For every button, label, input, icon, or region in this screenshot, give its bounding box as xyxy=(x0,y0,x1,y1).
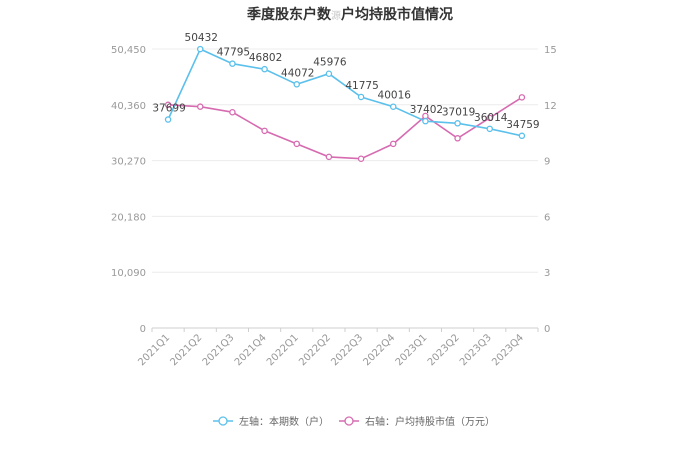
right-axis-tick-label: 0 xyxy=(544,324,550,335)
left-axis-tick-label: 10,090 xyxy=(111,268,146,279)
data-point-right xyxy=(518,94,526,101)
data-point-left xyxy=(486,125,493,133)
x-axis-tick-label: 2021Q3 xyxy=(201,332,237,368)
x-axis-tick-label: 2023Q3 xyxy=(458,332,494,368)
left-axis-tick-label: 30,270 xyxy=(111,157,146,168)
legend-label-left: 左轴：本期数（户） xyxy=(239,415,329,428)
data-point-right xyxy=(196,103,204,110)
data-point-left xyxy=(325,70,333,77)
right-axis-tick-label: 6 xyxy=(544,212,550,223)
data-point-right xyxy=(389,140,397,148)
title-text-1: 季度股东户数 xyxy=(247,7,331,23)
data-point-right xyxy=(325,153,333,161)
x-axis-tick-label: 2023Q2 xyxy=(426,332,462,368)
data-label: 45976 xyxy=(313,57,347,69)
data-point-left xyxy=(518,132,526,140)
data-label: 34759 xyxy=(506,119,539,131)
right-axis-tick-label: 12 xyxy=(544,101,557,112)
data-point-right xyxy=(293,140,300,148)
left-axis-tick-label: 20,180 xyxy=(111,212,146,223)
data-label: 46802 xyxy=(249,52,282,64)
x-axis-tick-label: 2022Q3 xyxy=(329,332,365,368)
data-label: 50432 xyxy=(185,32,218,44)
legend-marker-left xyxy=(218,416,228,426)
x-axis-tick-label: 2021Q1 xyxy=(136,332,172,368)
series-line-left xyxy=(167,48,523,137)
data-point-right xyxy=(229,108,236,116)
right-axis-tick-label: 3 xyxy=(544,268,550,279)
data-label: 36014 xyxy=(474,112,508,124)
x-axis-tick-label: 2022Q2 xyxy=(297,332,333,368)
data-point-left xyxy=(293,81,300,88)
data-label: 37402 xyxy=(410,104,443,116)
data-point-left xyxy=(454,120,461,127)
data-label: 44072 xyxy=(281,67,314,79)
data-point-left xyxy=(196,45,204,53)
left-axis-tick-label: 0 xyxy=(140,324,146,335)
legend-label-right: 右轴：户均持股市值（万元） xyxy=(365,415,495,428)
data-point-right xyxy=(164,101,172,109)
data-label: 41775 xyxy=(345,80,378,92)
legend-marker-right xyxy=(344,416,354,426)
data-point-right xyxy=(486,114,493,122)
x-axis-tick-label: 2021Q2 xyxy=(169,332,205,368)
left-axis-tick-label: 40,360 xyxy=(111,101,146,112)
data-point-right xyxy=(454,135,461,142)
x-axis-tick-label: 2021Q4 xyxy=(233,332,269,368)
data-point-left xyxy=(422,117,429,125)
x-axis-tick-label: 2022Q1 xyxy=(265,332,301,368)
data-point-left xyxy=(261,65,268,73)
data-point-right xyxy=(261,127,268,135)
chart-title: 季度股东户数源户均持股市值情况 xyxy=(0,4,700,24)
series-line-right xyxy=(168,96,523,160)
title-text-2: 户均持股市值情况 xyxy=(341,7,453,23)
data-point-left xyxy=(357,93,365,101)
right-axis-tick-label: 15 xyxy=(544,45,557,56)
watermark-text: 源 xyxy=(331,11,341,22)
data-label: 37019 xyxy=(442,106,475,118)
x-axis-tick-label: 2023Q1 xyxy=(394,332,430,368)
x-axis-tick-label: 2022Q4 xyxy=(362,332,398,368)
data-label: 47795 xyxy=(217,47,250,59)
data-point-left xyxy=(389,103,397,110)
data-point-left xyxy=(164,116,172,123)
x-axis-tick-label: 2023Q4 xyxy=(490,332,526,368)
left-axis-tick-label: 50,450 xyxy=(111,45,146,56)
right-axis-tick-label: 9 xyxy=(544,157,550,168)
data-point-left xyxy=(229,60,236,67)
data-label: 37699 xyxy=(152,103,185,115)
data-label: 40016 xyxy=(378,90,412,102)
data-point-right xyxy=(357,155,365,162)
